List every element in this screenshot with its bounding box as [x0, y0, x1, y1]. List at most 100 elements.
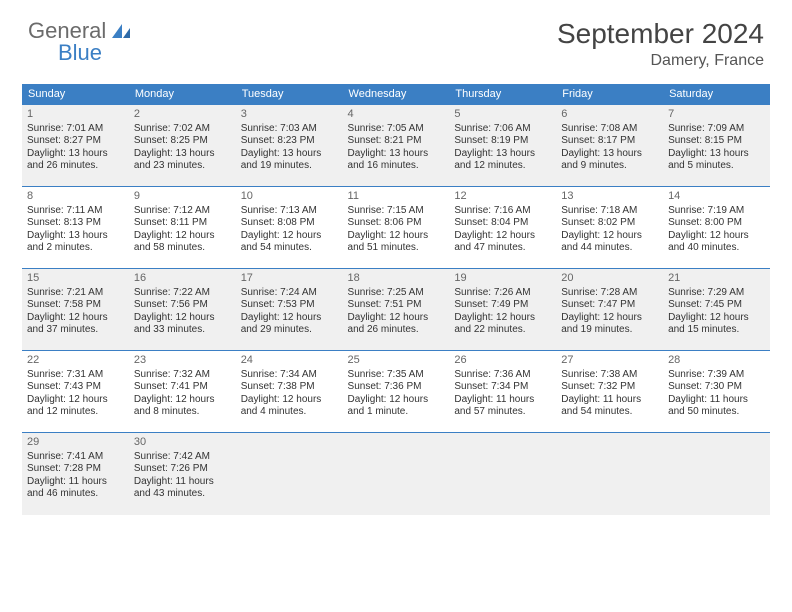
- daylight-text-1: Daylight: 12 hours: [241, 394, 338, 407]
- day-number: 10: [241, 190, 338, 204]
- day-number: 24: [241, 354, 338, 368]
- day-info: Sunrise: 7:42 AMSunset: 7:26 PMDaylight:…: [134, 451, 231, 501]
- sunset-text: Sunset: 7:47 PM: [561, 299, 658, 312]
- daylight-text-2: and 16 minutes.: [348, 160, 445, 173]
- day-info: Sunrise: 7:36 AMSunset: 7:34 PMDaylight:…: [454, 369, 551, 419]
- sunset-text: Sunset: 8:02 PM: [561, 217, 658, 230]
- location: Damery, France: [557, 52, 764, 70]
- day-cell: 5Sunrise: 7:06 AMSunset: 8:19 PMDaylight…: [449, 105, 556, 187]
- day-number: 9: [134, 190, 231, 204]
- sunrise-text: Sunrise: 7:31 AM: [27, 369, 124, 382]
- logo-word2: Blue: [58, 40, 102, 66]
- sunrise-text: Sunrise: 7:42 AM: [134, 451, 231, 464]
- daylight-text-2: and 22 minutes.: [454, 324, 551, 337]
- day-number: 27: [561, 354, 658, 368]
- daylight-text-1: Daylight: 12 hours: [561, 312, 658, 325]
- sunset-text: Sunset: 8:13 PM: [27, 217, 124, 230]
- day-number: 15: [27, 272, 124, 286]
- sunset-text: Sunset: 7:45 PM: [668, 299, 765, 312]
- day-cell: 19Sunrise: 7:26 AMSunset: 7:49 PMDayligh…: [449, 269, 556, 351]
- sunset-text: Sunset: 8:25 PM: [134, 135, 231, 148]
- day-info: Sunrise: 7:02 AMSunset: 8:25 PMDaylight:…: [134, 123, 231, 173]
- day-info: Sunrise: 7:11 AMSunset: 8:13 PMDaylight:…: [27, 205, 124, 255]
- daylight-text-2: and 19 minutes.: [561, 324, 658, 337]
- day-cell: [343, 433, 450, 515]
- sunset-text: Sunset: 7:56 PM: [134, 299, 231, 312]
- sunrise-text: Sunrise: 7:21 AM: [27, 287, 124, 300]
- header: General September 2024 Damery, France: [0, 0, 792, 78]
- daylight-text-2: and 46 minutes.: [27, 488, 124, 501]
- day-cell: 9Sunrise: 7:12 AMSunset: 8:11 PMDaylight…: [129, 187, 236, 269]
- daylight-text-1: Daylight: 12 hours: [134, 394, 231, 407]
- day-info: Sunrise: 7:31 AMSunset: 7:43 PMDaylight:…: [27, 369, 124, 419]
- sunset-text: Sunset: 7:36 PM: [348, 381, 445, 394]
- day-cell: 11Sunrise: 7:15 AMSunset: 8:06 PMDayligh…: [343, 187, 450, 269]
- logo-sail-icon: [110, 22, 132, 40]
- day-cell: 21Sunrise: 7:29 AMSunset: 7:45 PMDayligh…: [663, 269, 770, 351]
- daylight-text-1: Daylight: 12 hours: [348, 230, 445, 243]
- sunrise-text: Sunrise: 7:12 AM: [134, 205, 231, 218]
- sunrise-text: Sunrise: 7:35 AM: [348, 369, 445, 382]
- daylight-text-2: and 12 minutes.: [27, 406, 124, 419]
- sunrise-text: Sunrise: 7:03 AM: [241, 123, 338, 136]
- day-number: 18: [348, 272, 445, 286]
- day-cell: 4Sunrise: 7:05 AMSunset: 8:21 PMDaylight…: [343, 105, 450, 187]
- month-title: September 2024: [557, 18, 764, 50]
- day-cell: 28Sunrise: 7:39 AMSunset: 7:30 PMDayligh…: [663, 351, 770, 433]
- sunset-text: Sunset: 7:34 PM: [454, 381, 551, 394]
- day-info: Sunrise: 7:16 AMSunset: 8:04 PMDaylight:…: [454, 205, 551, 255]
- day-cell: 15Sunrise: 7:21 AMSunset: 7:58 PMDayligh…: [22, 269, 129, 351]
- sunrise-text: Sunrise: 7:08 AM: [561, 123, 658, 136]
- daylight-text-2: and 12 minutes.: [454, 160, 551, 173]
- day-cell: [236, 433, 343, 515]
- daylight-text-2: and 26 minutes.: [27, 160, 124, 173]
- day-cell: 6Sunrise: 7:08 AMSunset: 8:17 PMDaylight…: [556, 105, 663, 187]
- sunrise-text: Sunrise: 7:22 AM: [134, 287, 231, 300]
- daylight-text-2: and 43 minutes.: [134, 488, 231, 501]
- sunset-text: Sunset: 8:11 PM: [134, 217, 231, 230]
- day-cell: 3Sunrise: 7:03 AMSunset: 8:23 PMDaylight…: [236, 105, 343, 187]
- day-number: 22: [27, 354, 124, 368]
- day-info: Sunrise: 7:25 AMSunset: 7:51 PMDaylight:…: [348, 287, 445, 337]
- sunset-text: Sunset: 7:53 PM: [241, 299, 338, 312]
- day-cell: 22Sunrise: 7:31 AMSunset: 7:43 PMDayligh…: [22, 351, 129, 433]
- day-number: 16: [134, 272, 231, 286]
- sunset-text: Sunset: 7:32 PM: [561, 381, 658, 394]
- daylight-text-2: and 19 minutes.: [241, 160, 338, 173]
- day-cell: 20Sunrise: 7:28 AMSunset: 7:47 PMDayligh…: [556, 269, 663, 351]
- daylight-text-2: and 15 minutes.: [668, 324, 765, 337]
- daylight-text-1: Daylight: 12 hours: [348, 312, 445, 325]
- day-info: Sunrise: 7:09 AMSunset: 8:15 PMDaylight:…: [668, 123, 765, 173]
- day-cell: 23Sunrise: 7:32 AMSunset: 7:41 PMDayligh…: [129, 351, 236, 433]
- day-info: Sunrise: 7:35 AMSunset: 7:36 PMDaylight:…: [348, 369, 445, 419]
- daylight-text-2: and 58 minutes.: [134, 242, 231, 255]
- day-info: Sunrise: 7:32 AMSunset: 7:41 PMDaylight:…: [134, 369, 231, 419]
- daylight-text-2: and 40 minutes.: [668, 242, 765, 255]
- title-block: September 2024 Damery, France: [557, 18, 764, 70]
- sunset-text: Sunset: 7:28 PM: [27, 463, 124, 476]
- sunrise-text: Sunrise: 7:09 AM: [668, 123, 765, 136]
- sunset-text: Sunset: 7:38 PM: [241, 381, 338, 394]
- day-info: Sunrise: 7:21 AMSunset: 7:58 PMDaylight:…: [27, 287, 124, 337]
- day-header: Friday: [556, 84, 663, 105]
- day-number: 20: [561, 272, 658, 286]
- day-cell: 17Sunrise: 7:24 AMSunset: 7:53 PMDayligh…: [236, 269, 343, 351]
- calendar-table: SundayMondayTuesdayWednesdayThursdayFrid…: [22, 84, 770, 515]
- daylight-text-1: Daylight: 12 hours: [561, 230, 658, 243]
- sunset-text: Sunset: 7:51 PM: [348, 299, 445, 312]
- day-cell: 10Sunrise: 7:13 AMSunset: 8:08 PMDayligh…: [236, 187, 343, 269]
- day-number: 14: [668, 190, 765, 204]
- day-number: 26: [454, 354, 551, 368]
- day-number: 7: [668, 108, 765, 122]
- daylight-text-1: Daylight: 12 hours: [27, 312, 124, 325]
- daylight-text-2: and 37 minutes.: [27, 324, 124, 337]
- sunset-text: Sunset: 7:26 PM: [134, 463, 231, 476]
- sunrise-text: Sunrise: 7:15 AM: [348, 205, 445, 218]
- day-header: Thursday: [449, 84, 556, 105]
- day-header: Wednesday: [343, 84, 450, 105]
- sunset-text: Sunset: 8:17 PM: [561, 135, 658, 148]
- day-cell: 24Sunrise: 7:34 AMSunset: 7:38 PMDayligh…: [236, 351, 343, 433]
- sunrise-text: Sunrise: 7:26 AM: [454, 287, 551, 300]
- day-cell: [449, 433, 556, 515]
- day-number: 11: [348, 190, 445, 204]
